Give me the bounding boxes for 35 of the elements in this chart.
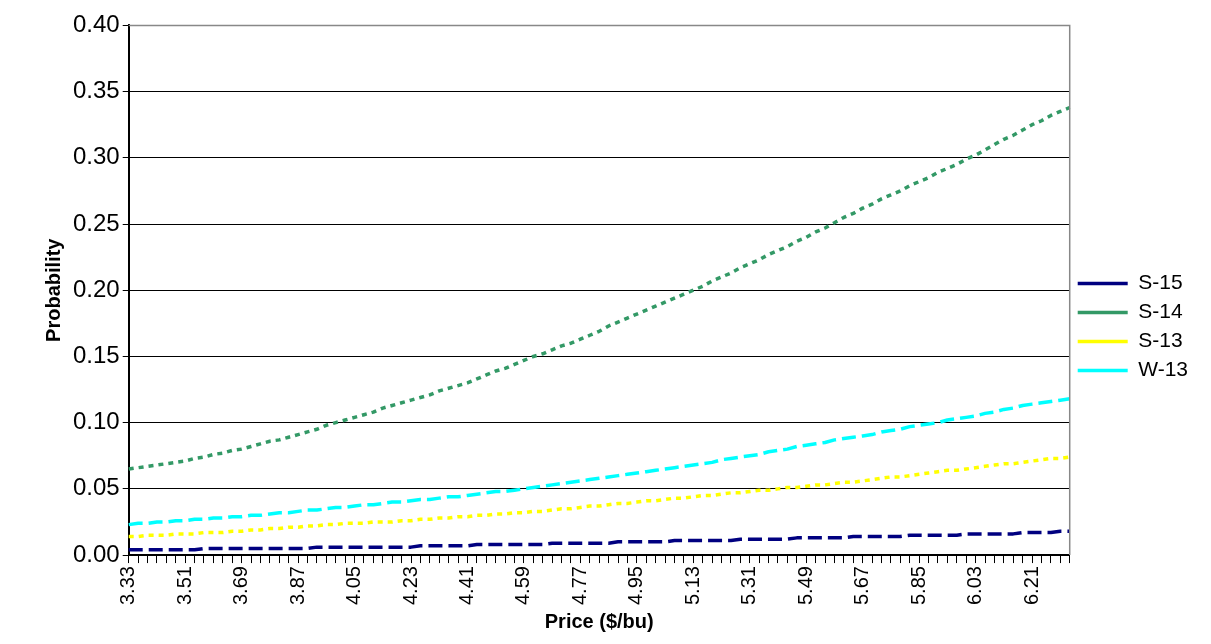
- x-tick-label: 3.51: [172, 566, 195, 606]
- y-tick-label: 0.20: [72, 274, 120, 302]
- y-tick-label: 0.25: [72, 208, 120, 236]
- x-tick-label: 4.77: [567, 566, 590, 606]
- x-tick-label: 4.95: [624, 566, 647, 606]
- x-tick-label: 3.33: [116, 566, 139, 606]
- x-tick-label: 3.69: [229, 566, 252, 606]
- legend-label: S-15: [1138, 270, 1183, 294]
- y-tick-label: 0.30: [72, 142, 120, 170]
- x-tick-label: 4.23: [398, 566, 421, 606]
- x-tick-label: 5.13: [680, 566, 703, 606]
- legend-label: S-13: [1138, 328, 1183, 352]
- line-series: [126, 397, 1072, 527]
- legend-label: W-13: [1138, 357, 1188, 381]
- x-tick-label: 4.41: [454, 566, 477, 606]
- legend-label: S-14: [1138, 299, 1183, 323]
- line-series: [126, 105, 1072, 471]
- x-tick-label: 3.87: [285, 566, 308, 606]
- x-tick-label: 5.31: [737, 566, 760, 606]
- x-tick-label: 4.59: [511, 566, 534, 606]
- x-tick-label: 5.49: [793, 566, 816, 606]
- x-tick-label: 6.21: [1019, 566, 1042, 606]
- y-tick-label: 0.35: [72, 76, 120, 104]
- y-tick-label: 0.05: [72, 473, 120, 501]
- y-axis-title: Probability: [41, 237, 64, 342]
- y-tick-label: 0.00: [72, 539, 120, 567]
- x-axis-title: Price ($/bu): [544, 609, 654, 632]
- y-tick-label: 0.10: [72, 407, 120, 435]
- x-tick-label: 6.03: [963, 566, 986, 606]
- x-tick-label: 5.85: [906, 566, 929, 606]
- x-tick-label: 5.67: [850, 566, 873, 606]
- y-tick-label: 0.40: [72, 10, 120, 38]
- y-tick-label: 0.15: [72, 341, 120, 369]
- line-series: [126, 529, 1072, 552]
- x-tick-label: 4.05: [342, 566, 365, 606]
